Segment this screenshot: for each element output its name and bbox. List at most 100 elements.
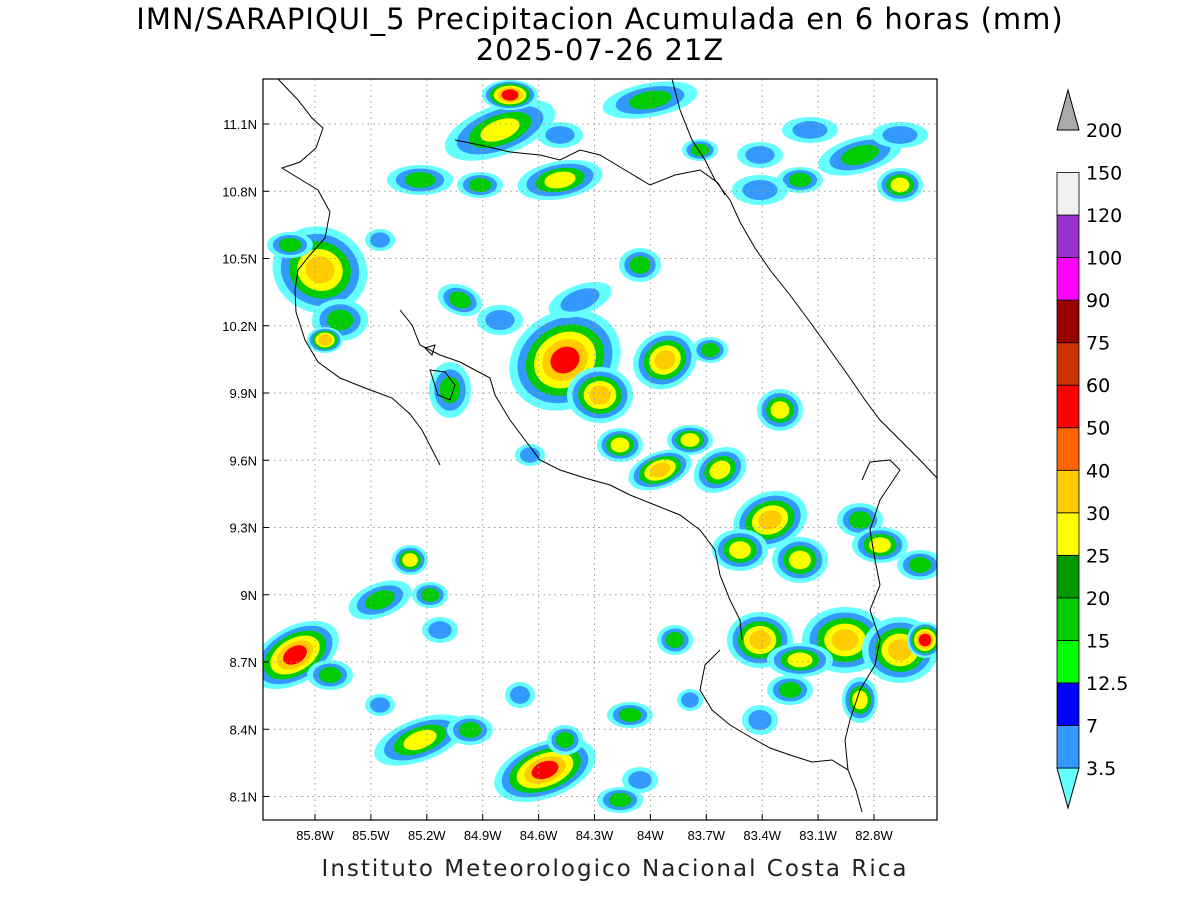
precip-contour <box>480 118 520 142</box>
precip-contour <box>709 460 731 480</box>
precip-contour <box>420 587 440 603</box>
colorbar-high-arrow <box>1056 88 1080 131</box>
precip-cell <box>732 175 788 205</box>
precip-contour <box>745 146 775 164</box>
precip-contour <box>852 690 868 710</box>
precip-contour <box>748 710 772 730</box>
precip-cell <box>412 582 448 608</box>
lon-tick-label: 83.7W <box>688 828 726 843</box>
precip-cell <box>437 283 483 317</box>
precip-cell <box>348 580 412 620</box>
precip-contour <box>545 126 575 144</box>
precip-contour <box>468 177 492 193</box>
precip-cell <box>457 172 503 198</box>
precip-cell <box>517 159 603 201</box>
lat-tick-label: 9.9N <box>230 386 257 401</box>
colorbar-label: 15 <box>1086 630 1110 652</box>
colorbar-segment <box>1056 342 1080 386</box>
precip-contour <box>531 760 559 780</box>
precip-contour <box>758 510 782 530</box>
axis-ticks: 85.8W 85.5W 85.2W 84.9W 84.6W 84.3W 84W 83.7W 83… <box>222 117 893 843</box>
precip-cell <box>444 99 556 161</box>
map-datetime: 2025-07-26 21Z <box>475 33 725 67</box>
nicoya-island <box>424 344 436 356</box>
precip-contour <box>283 645 307 665</box>
lon-tick-label: 83.4W <box>743 828 781 843</box>
precip-cell <box>547 725 583 755</box>
precip-contour <box>608 792 632 808</box>
precip-contour <box>555 732 575 748</box>
precip-contour <box>789 550 811 570</box>
colorbar-segment <box>1056 214 1080 258</box>
nicoya-gulf-coast <box>399 309 743 641</box>
precip-contour <box>370 232 390 248</box>
precip-cell <box>842 677 878 723</box>
precip-cell <box>477 305 523 335</box>
precip-contour <box>305 256 335 284</box>
precip-contour <box>792 121 828 139</box>
colorbar-label: 40 <box>1086 460 1110 482</box>
colorbar-segment <box>1056 640 1080 684</box>
precip-cell <box>548 281 612 319</box>
precip-contour <box>326 309 354 331</box>
precip-contour <box>458 722 482 738</box>
precip-cell <box>482 80 538 110</box>
precip-contour <box>690 143 710 157</box>
colorbar-segment <box>1056 384 1080 429</box>
precip-contour <box>788 172 812 188</box>
colorbar-label: 25 <box>1086 545 1110 567</box>
osa-peninsula <box>699 649 863 813</box>
lat-tick-label: 9.6N <box>230 453 257 468</box>
precip-cell <box>772 537 828 583</box>
precip-cell <box>777 167 823 193</box>
precip-contour <box>544 171 576 189</box>
precip-contour <box>610 437 630 453</box>
precip-cell <box>757 389 803 431</box>
colorbar-low-arrow <box>1056 767 1080 810</box>
lat-tick-label: 10.5N <box>222 252 257 267</box>
lon-tick-label: 85.5W <box>352 828 390 843</box>
precip-contour <box>848 511 872 529</box>
precip-cell <box>602 81 698 119</box>
precip-contour <box>649 462 671 478</box>
precip-cell <box>712 529 768 571</box>
colorbar-label: 100 <box>1086 248 1122 270</box>
precip-contour <box>887 639 913 661</box>
precip-contour <box>908 557 932 573</box>
precip-cell <box>737 142 783 168</box>
panama-border <box>844 459 901 771</box>
colorbar-segment <box>1056 512 1080 556</box>
precip-contour <box>510 686 530 704</box>
precip-cell <box>307 327 343 353</box>
lat-tick-label: 10.8N <box>222 184 257 199</box>
precip-cell <box>692 337 728 363</box>
colorbar-segment <box>1056 172 1080 216</box>
colorbar: 3.5 7 12.5 15 20 25 30 40 50 60 75 90 100 120 150 200 <box>1056 88 1128 810</box>
precip-contour <box>681 692 699 708</box>
precip-contour <box>370 697 390 713</box>
precip-cell <box>622 767 658 793</box>
precip-cell <box>607 702 653 728</box>
precip-cell <box>365 229 395 251</box>
precip-contour <box>628 90 672 110</box>
precip-cell <box>597 787 643 813</box>
precip-cell <box>422 617 458 643</box>
lat-tick-label: 8.1N <box>230 790 257 805</box>
precip-cell <box>365 694 395 716</box>
colorbar-label: 30 <box>1086 503 1110 525</box>
precip-cell <box>633 330 697 390</box>
colorbar-segment <box>1056 597 1080 641</box>
colorbar-segment <box>1056 682 1080 726</box>
map-frame <box>262 78 938 821</box>
colorbar-label: 200 <box>1086 120 1122 142</box>
precip-cell <box>429 362 471 418</box>
precip-contour <box>680 433 700 447</box>
precip-contour <box>428 621 452 639</box>
precip-cell <box>852 527 908 563</box>
precip-contour <box>742 180 778 200</box>
precip-cell <box>767 675 813 705</box>
precip-contour <box>770 401 790 419</box>
precip-cell <box>907 622 937 658</box>
lat-tick-label: 9.3N <box>230 521 257 536</box>
